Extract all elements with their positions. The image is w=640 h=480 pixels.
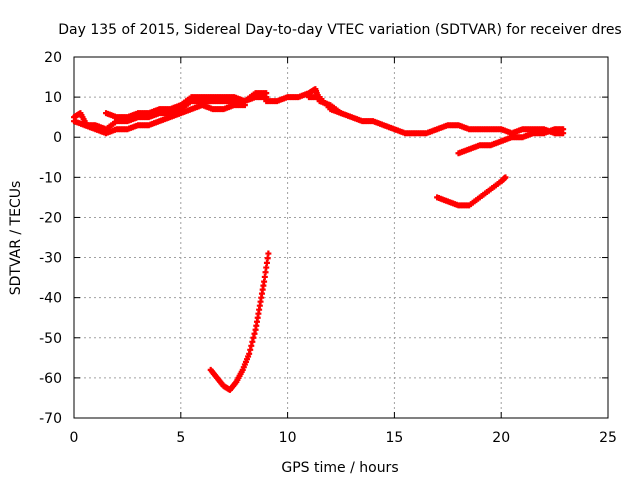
series-track-main-lower-band xyxy=(71,102,248,137)
data-point xyxy=(265,250,272,257)
x-tick-label: 10 xyxy=(279,430,297,446)
y-tick-label: 10 xyxy=(44,90,62,106)
x-tick-label: 15 xyxy=(385,430,403,446)
y-tick-label: -40 xyxy=(39,291,62,307)
x-tick-label: 5 xyxy=(176,430,185,446)
data-points xyxy=(71,86,567,393)
x-tick-label: 20 xyxy=(492,430,510,446)
y-axis-label: SDTVAR / TECUs xyxy=(8,181,24,296)
series-track-mid-upper xyxy=(305,94,344,117)
y-tick-label: -30 xyxy=(39,251,62,267)
data-point xyxy=(338,110,344,117)
y-tick-labels: 20 10 0 -10 -20 -30 -40 -50 -60 -70 xyxy=(39,50,62,427)
y-tick-label: -10 xyxy=(39,170,62,186)
y-tick-label: 0 xyxy=(53,130,62,146)
x-tick-label: 25 xyxy=(599,430,617,446)
y-tick-label: -70 xyxy=(39,411,62,427)
data-point xyxy=(502,174,509,181)
y-tick-label: -50 xyxy=(39,331,62,347)
x-tick-labels: 0 5 10 15 20 25 xyxy=(70,430,617,446)
y-tick-label: -20 xyxy=(39,210,62,226)
x-axis-label: GPS time / hours xyxy=(281,460,398,476)
plot-frame xyxy=(73,56,609,419)
series-track-upper-band xyxy=(103,90,270,121)
chart-title: Day 135 of 2015, Sidereal Day-to-day VTE… xyxy=(58,22,621,38)
series-track-deep-morning xyxy=(207,250,272,393)
data-point xyxy=(263,90,270,97)
y-tick-label: 20 xyxy=(44,50,62,66)
x-tick-label: 0 xyxy=(70,430,79,446)
series-track-evening-dip xyxy=(455,126,567,157)
y-tick-label: -60 xyxy=(39,371,62,387)
data-point xyxy=(560,126,567,133)
series-track-noon xyxy=(263,86,567,137)
axis-ticks xyxy=(73,56,609,419)
series-track-low-evening xyxy=(434,174,509,209)
